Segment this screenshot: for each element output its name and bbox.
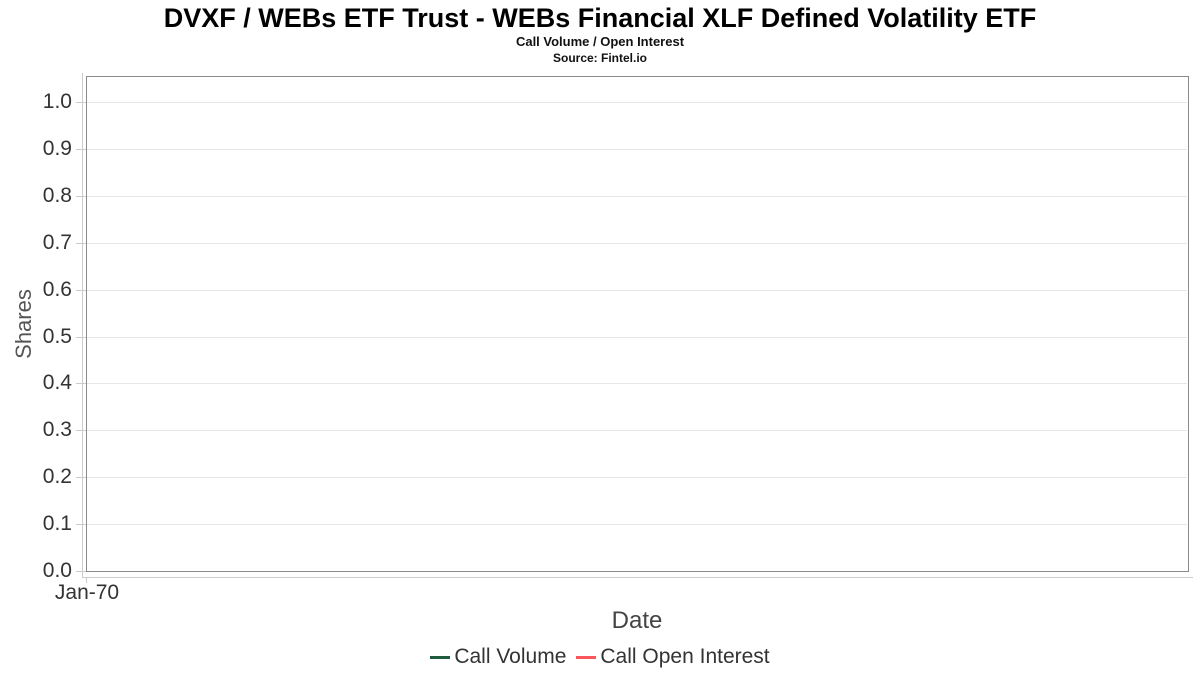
y-tick	[76, 571, 86, 572]
gridline	[87, 337, 1187, 338]
y-tick-label: 0.7	[42, 231, 72, 254]
x-axis-line	[82, 577, 1193, 578]
gridline	[87, 290, 1187, 291]
legend-line-swatch	[430, 655, 451, 659]
chart-title: DVXF / WEBs ETF Trust - WEBs Financial X…	[163, 3, 1037, 33]
gridline	[87, 430, 1187, 431]
x-axis-title: Date	[611, 607, 663, 634]
y-tick-label: 0.6	[42, 278, 72, 301]
chart-subtitle: Call Volume / Open Interest	[515, 34, 685, 49]
y-tick	[76, 149, 86, 150]
legend: Call Volume Call Open Interest	[0, 645, 1200, 669]
gridline	[87, 524, 1187, 525]
y-axis-title: Shares	[11, 289, 36, 359]
gridline	[87, 383, 1187, 384]
y-tick	[76, 243, 86, 244]
y-tick	[76, 337, 86, 338]
gridline	[87, 196, 1187, 197]
legend-line-swatch	[576, 655, 597, 659]
y-tick-label: 0.5	[42, 325, 72, 348]
legend-label: Call Open Interest	[600, 645, 770, 668]
x-tick-label: Jan-70	[54, 581, 120, 604]
y-tick-label: 0.3	[42, 418, 72, 441]
y-tick	[76, 196, 86, 197]
legend-item-call-volume[interactable]: Call Volume	[430, 645, 566, 669]
y-tick	[76, 102, 86, 103]
y-tick-label: 0.8	[42, 184, 72, 207]
plot-area	[86, 76, 1189, 572]
y-tick	[76, 477, 86, 478]
y-tick	[76, 524, 86, 525]
y-tick-label: 0.4	[42, 371, 72, 394]
legend-item-call-open-interest[interactable]: Call Open Interest	[576, 645, 770, 669]
legend-label: Call Volume	[454, 645, 567, 668]
y-tick-label: 0.9	[42, 137, 72, 160]
y-tick-label: 1.0	[42, 90, 72, 113]
x-tick	[86, 577, 87, 583]
gridline	[87, 102, 1187, 103]
gridline	[87, 149, 1187, 150]
y-tick-label: 0.2	[42, 465, 72, 488]
y-tick	[76, 290, 86, 291]
gridline	[87, 243, 1187, 244]
y-tick	[76, 430, 86, 431]
y-tick	[76, 383, 86, 384]
y-tick-label: 0.1	[42, 512, 72, 535]
y-tick-label: 0.0	[42, 559, 72, 582]
gridline	[87, 477, 1187, 478]
chart-source: Source: Fintel.io	[552, 51, 647, 65]
y-axis-line	[82, 73, 83, 577]
